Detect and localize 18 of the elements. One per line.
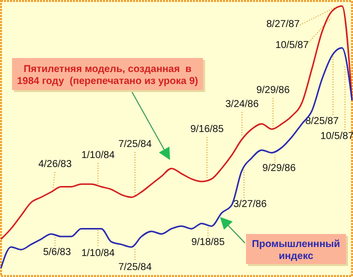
annotation: 9/18/85 <box>191 237 226 248</box>
annotation: 3/24/86 <box>225 99 260 110</box>
annotation: 1/10/84 <box>81 248 116 259</box>
text: Пятилетняя модель, созданная в 1984 году (перепечатано из урока 9) <box>17 64 198 87</box>
annotation: 4/26/83 <box>38 159 72 170</box>
annotation: 10/5/87 <box>275 40 310 51</box>
annotation: 9/29/86 <box>262 163 296 174</box>
annotation: 7/25/84 <box>118 139 152 150</box>
annotation: 9/29/86 <box>256 85 290 96</box>
annotation: 8/25/87 <box>305 116 340 127</box>
annotation: 5/6/83 <box>43 247 72 258</box>
annotation: 9/16/85 <box>190 124 224 135</box>
annotation: 1/10/84 <box>81 150 116 161</box>
text: Промышленнный индекс <box>252 239 340 262</box>
annotation: 3/27/86 <box>233 199 268 210</box>
annotation: 10/5/87 <box>320 131 353 142</box>
annotation: 8/27/87 <box>266 19 300 30</box>
annotation: 7/25/84 <box>118 262 152 273</box>
